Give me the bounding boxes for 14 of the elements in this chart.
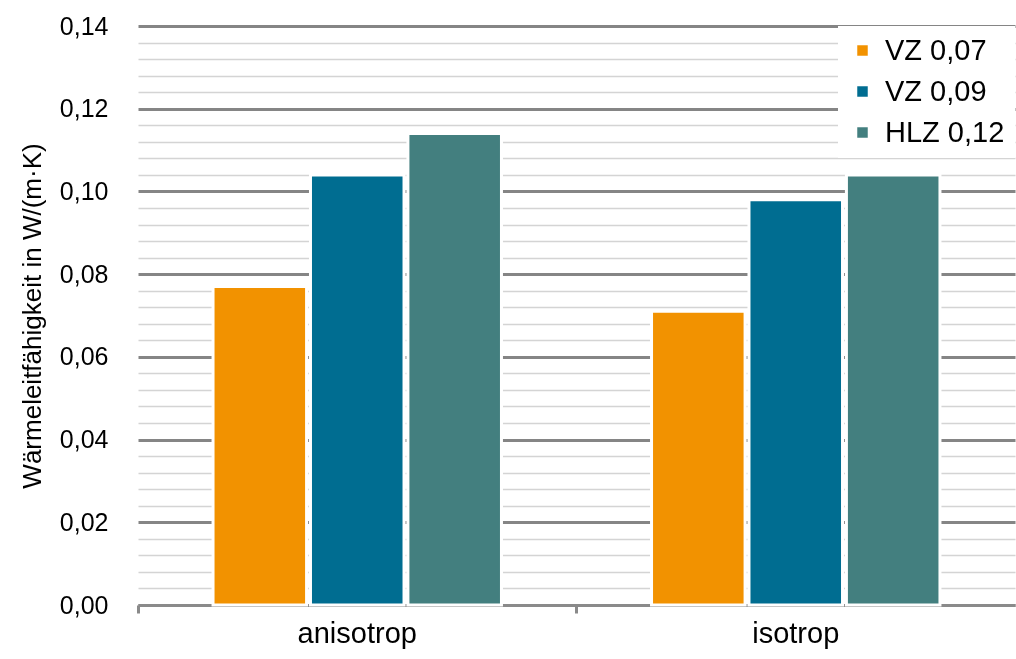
y-tick-label: 0,04 xyxy=(59,425,109,454)
y-tick-label: 0,08 xyxy=(59,259,109,288)
x-tick-label: isotrop xyxy=(752,616,840,649)
x-tick-label: anisotrop xyxy=(297,616,417,649)
legend-label: VZ 0,09 xyxy=(885,74,987,107)
y-tick-label: 0,14 xyxy=(59,11,109,40)
y-tick-label: 0,10 xyxy=(59,176,109,205)
y-axis-title: Wärmeleitfähigkeit in W/(m·K) xyxy=(16,143,47,489)
y-tick-label: 0,06 xyxy=(59,342,109,371)
legend-label: HLZ 0,12 xyxy=(885,115,1005,148)
y-tick-label: 0,00 xyxy=(59,590,109,619)
legend-label: VZ 0,07 xyxy=(885,33,987,66)
y-tick-label: 0,02 xyxy=(59,507,109,536)
y-tick-label: 0,12 xyxy=(59,94,109,123)
